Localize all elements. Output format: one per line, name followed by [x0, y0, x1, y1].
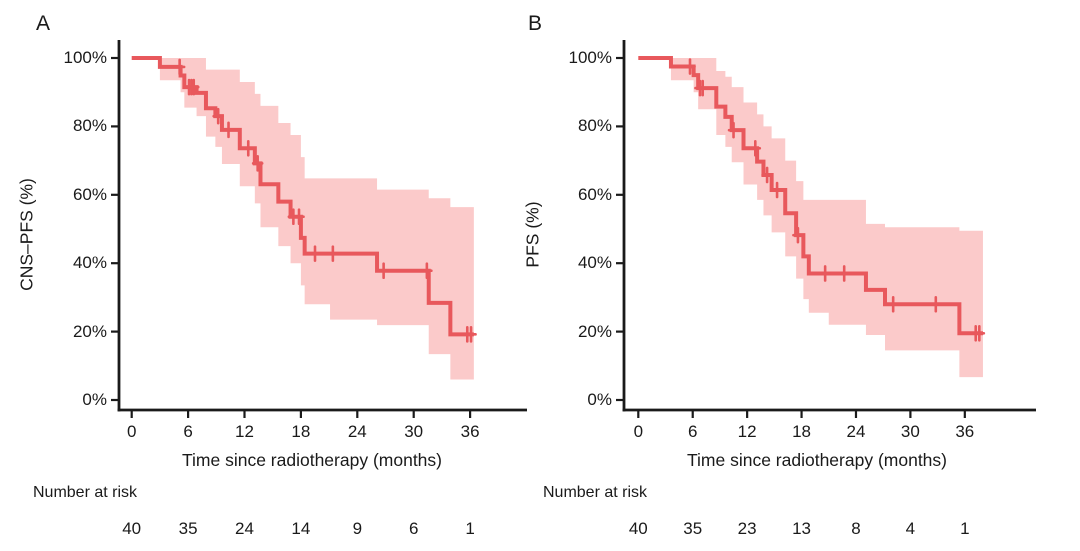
censor-mark-a — [251, 155, 264, 172]
x-tick-label-b: 24 — [846, 422, 866, 441]
panel-a-letter: A — [36, 12, 51, 35]
y-tick-label-b: 100% — [568, 48, 612, 67]
x-tick-label-a: 0 — [126, 422, 137, 441]
censor-mark-a — [293, 208, 305, 225]
number-at-risk-value-a: 35 — [178, 519, 198, 538]
y-tick-label-b: 40% — [577, 253, 612, 273]
number-at-risk-value-a: 1 — [465, 519, 475, 538]
censor-mark-b — [973, 325, 986, 342]
y-axis-title-b: PFS (%) — [522, 201, 543, 268]
censor-mark-a — [309, 245, 321, 262]
censor-mark-b — [696, 79, 709, 97]
y-tick-label-b: 60% — [577, 184, 612, 204]
x-tick-label-a: 30 — [404, 422, 424, 441]
number-at-risk-value-a: 6 — [408, 519, 419, 538]
number-at-risk-value-a: 24 — [235, 519, 254, 538]
x-tick-label-b: 18 — [792, 422, 811, 441]
number-at-risk-value-a: 40 — [122, 519, 142, 538]
censor-mark-b — [749, 139, 762, 157]
x-tick-label-a: 36 — [460, 422, 480, 441]
y-tick-label-a: 60% — [72, 184, 107, 204]
number-at-risk-value-b: 35 — [683, 519, 703, 538]
panel-b-letter: B — [528, 12, 543, 35]
censor-mark-a — [465, 326, 477, 343]
x-axis-title-a: Time since radiotherapy (months) — [181, 450, 442, 470]
censor-mark-a — [242, 139, 255, 157]
x-tick-label-b: 12 — [737, 422, 757, 441]
number-at-risk-value-b: 8 — [851, 519, 861, 538]
censor-mark-a — [421, 262, 433, 280]
censor-mark-b — [887, 295, 899, 313]
x-axis-title-b: Time since radiotherapy (months) — [686, 450, 947, 470]
x-tick-label-a: 24 — [347, 422, 367, 441]
censor-mark-b — [727, 121, 740, 139]
censor-mark-b — [761, 166, 773, 184]
x-tick-label-a: 6 — [183, 422, 193, 441]
censor-mark-b — [929, 295, 942, 313]
number-at-risk-value-a: 9 — [352, 519, 363, 538]
censor-mark-b — [792, 226, 804, 244]
censor-mark-a — [327, 245, 339, 262]
number-at-risk-value-b: 40 — [628, 519, 648, 538]
number-at-risk-label-b: Number at risk — [543, 484, 648, 501]
censor-mark-a — [187, 78, 200, 96]
number-at-risk-value-a: 14 — [291, 519, 311, 538]
x-tick-label-a: 18 — [291, 422, 311, 441]
number-at-risk-value-b: 4 — [905, 519, 916, 538]
x-tick-label-b: 30 — [900, 422, 920, 441]
number-at-risk-label-a: Number at risk — [33, 484, 138, 501]
confidence-band-b — [638, 58, 983, 378]
y-tick-label-a: 0% — [82, 390, 107, 409]
x-tick-label-b: 6 — [687, 422, 698, 441]
y-tick-label-b: 0% — [587, 390, 612, 409]
y-tick-label-a: 100% — [63, 48, 107, 67]
x-tick-label-b: 36 — [955, 422, 975, 441]
y-tick-label-a: 40% — [72, 253, 107, 273]
number-at-risk-value-b: 23 — [737, 519, 757, 538]
number-at-risk-value-b: 1 — [960, 519, 970, 538]
censor-mark-b — [684, 58, 696, 75]
y-tick-label-b: 80% — [577, 116, 612, 136]
y-axis-title-a: CNS–PFS (%) — [16, 178, 37, 291]
censor-mark-a — [377, 262, 390, 280]
censor-mark-b — [819, 265, 831, 282]
x-tick-label-b: 0 — [633, 422, 644, 441]
censor-mark-b — [771, 181, 783, 199]
number-at-risk-value-b: 13 — [792, 519, 811, 538]
censor-mark-a — [222, 121, 235, 139]
y-tick-label-b: 20% — [577, 321, 612, 341]
y-tick-label-a: 20% — [72, 321, 107, 341]
censor-mark-a — [173, 58, 186, 76]
censor-mark-b — [838, 265, 850, 282]
x-tick-label-a: 12 — [235, 422, 254, 441]
censor-mark-a — [212, 107, 224, 125]
y-tick-label-a: 80% — [72, 116, 107, 136]
